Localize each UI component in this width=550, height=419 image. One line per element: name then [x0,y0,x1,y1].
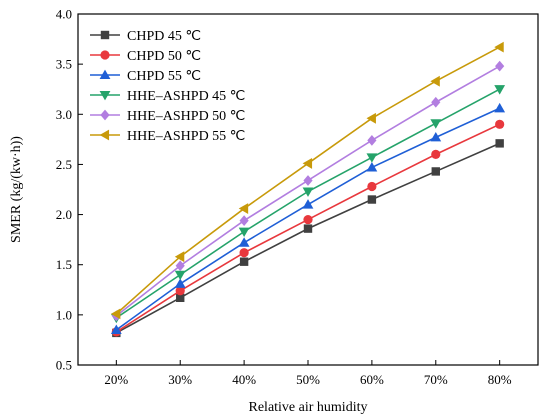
data-point [239,215,249,226]
y-tick-label: 1.5 [56,257,72,272]
y-tick-label: 3.5 [56,57,72,72]
legend-label: HHE–ASHPD 45 ℃ [127,89,245,104]
y-tick-label: 0.5 [56,358,72,373]
data-point [239,248,249,258]
data-point [303,224,313,233]
x-tick-label: 80% [488,372,512,387]
legend-marker [99,129,110,141]
data-point [430,75,440,87]
data-point [303,214,313,225]
data-point [430,131,442,142]
series-layer [110,41,506,338]
y-tick-label: 1.0 [56,307,72,322]
data-point [175,260,185,272]
data-point [367,181,377,192]
data-point [366,112,376,124]
series-3 [110,102,506,334]
data-point [110,324,122,334]
axes: 0.5 1.0 1.5 2.0 2.5 3.0 3.5 4.0 20% 30% 40% 50% 60% 7… [56,7,539,387]
data-point [430,119,442,129]
data-point [494,85,506,95]
data-point [495,139,504,148]
data-point [239,257,249,266]
data-point [176,293,185,303]
series-line [115,142,500,334]
legend: CHPD 45 ℃ CHPD 50 ℃ CHPD 55 ℃ HHE–ASHPD 45 … [90,29,245,144]
data-point [110,308,121,320]
data-point [238,203,249,214]
data-point [495,119,505,129]
series-2 [111,119,505,337]
data-point [431,149,441,159]
legend-entry: CHPD 45 ℃ [90,29,201,44]
data-point [366,162,378,172]
legend-entry: CHPD 50 ℃ [90,49,201,64]
legend-marker [100,109,110,121]
legend-label: CHPD 55 ℃ [127,69,201,84]
data-point [302,187,314,197]
series-1 [112,139,504,338]
data-point [302,199,314,209]
data-point [174,251,185,263]
x-axis-title: Relative air humidity [249,400,368,415]
y-tick-label: 4.0 [56,7,72,22]
data-point [367,195,377,204]
data-point [174,278,186,288]
data-point [238,227,250,238]
legend-entry: HHE–ASHPD 50 ℃ [90,109,245,124]
legend-marker [100,30,110,40]
data-point [431,167,440,176]
data-point [495,60,505,72]
data-point [494,102,506,113]
x-tick-label: 20% [104,372,128,387]
y-tick-label: 3.0 [56,107,72,122]
y-axis-title: SMER (kg/(kw·h)) [9,136,24,243]
data-point [175,286,185,296]
legend-marker [100,50,110,60]
data-point [238,237,250,247]
legend-marker [99,90,111,101]
data-point [367,134,377,146]
legend-label: CHPD 50 ℃ [127,49,201,64]
data-point [303,175,313,186]
legend-label: HHE–ASHPD 50 ℃ [127,109,245,124]
y-tick-label: 2.0 [56,207,72,222]
legend-entry: CHPD 55 ℃ [90,69,201,84]
x-tick-label: 30% [168,372,192,387]
data-point [494,41,504,53]
legend-marker [99,69,111,80]
y-tick-label: 2.5 [56,157,72,172]
data-point [366,153,378,163]
legend-entry: HHE–ASHPD 55 ℃ [90,129,245,144]
x-tick-label: 40% [232,372,256,387]
x-tick-label: 60% [360,372,384,387]
legend-label: CHPD 45 ℃ [127,29,201,44]
x-tick-label: 70% [424,372,448,387]
x-tick-label: 50% [296,372,320,387]
data-point [174,270,186,281]
data-point [431,96,441,108]
legend-label: HHE–ASHPD 55 ℃ [127,129,245,144]
series-6 [110,41,504,320]
legend-entry: HHE–ASHPD 45 ℃ [90,89,245,104]
data-point [302,158,313,169]
